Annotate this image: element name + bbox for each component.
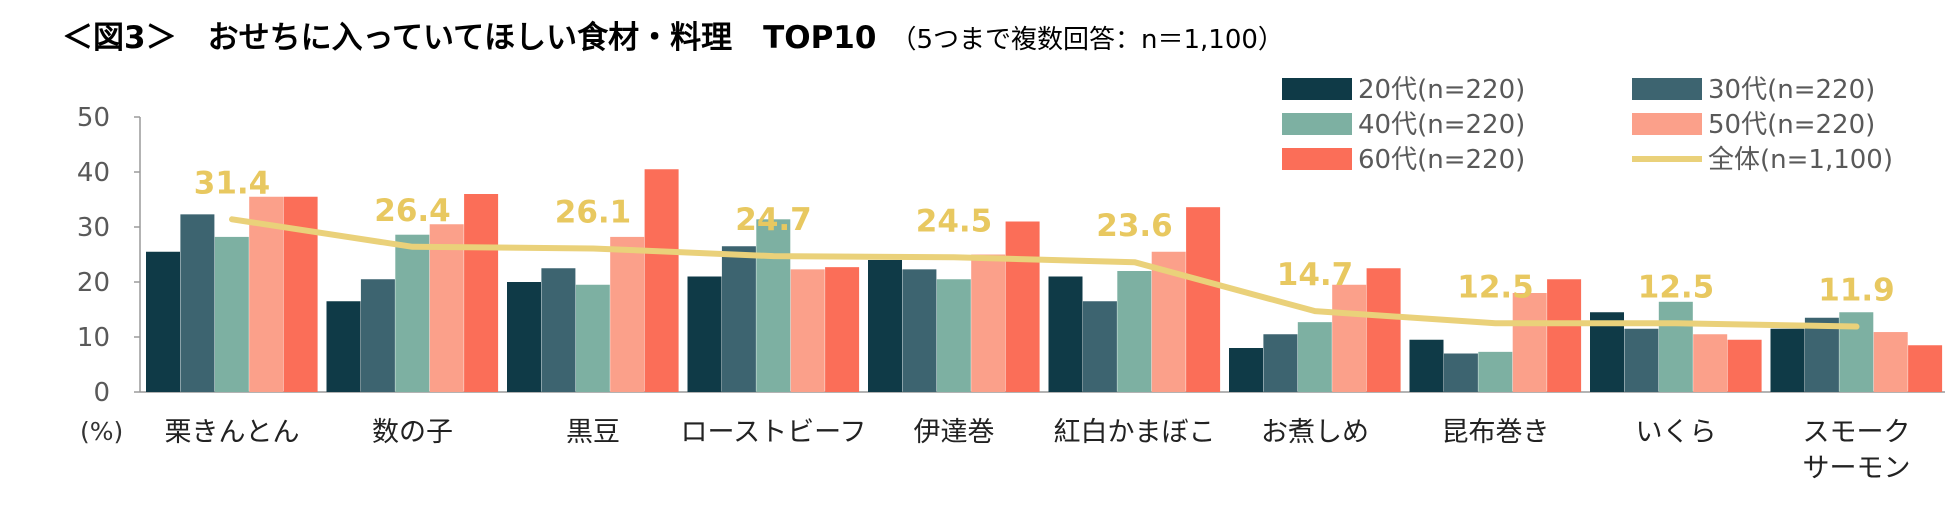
data-label-overall: 24.7 <box>735 202 812 238</box>
bar-50s <box>464 194 499 392</box>
legend-label: 30代(n=220) <box>1708 75 1875 105</box>
bar-40s <box>610 236 645 392</box>
data-label-overall: 26.1 <box>555 194 632 230</box>
bar-50s <box>1727 339 1762 392</box>
data-label-overall: 24.5 <box>916 203 993 239</box>
legend-swatch <box>1632 113 1702 135</box>
y-tick-label: 40 <box>77 158 110 188</box>
bar-20s <box>1263 334 1298 392</box>
category-label: 昆布巻き <box>1442 417 1550 448</box>
legend-swatch <box>1282 78 1352 100</box>
bar-50s <box>1186 207 1221 392</box>
data-label-overall: 23.6 <box>1096 208 1173 244</box>
legend-label: 40代(n=220) <box>1358 110 1525 140</box>
bar-20s <box>1082 301 1117 392</box>
bar-30s <box>575 284 610 392</box>
bar-40s <box>1332 284 1367 392</box>
bar-30s <box>756 219 791 392</box>
category-label: 黒豆 <box>566 417 620 448</box>
bar-10s <box>1048 276 1083 392</box>
legend-swatch <box>1282 113 1352 135</box>
chart-title-main: ＜図3＞ おせちに入っていてほしい食材・料理 TOP10 <box>62 20 877 56</box>
bar-10s <box>1409 339 1444 392</box>
data-label-overall: 12.5 <box>1638 269 1715 305</box>
legend-label: 全体(n=1,100) <box>1708 145 1893 175</box>
data-label-overall: 12.5 <box>1457 269 1534 305</box>
bar-40s <box>1512 293 1547 392</box>
bar-10s <box>326 301 361 392</box>
data-label-overall: 11.9 <box>1818 273 1895 309</box>
bar-30s <box>1478 351 1513 392</box>
bar-10s <box>1770 328 1805 392</box>
bar-20s <box>541 268 576 392</box>
bar-50s <box>825 267 860 392</box>
bar-50s <box>1547 279 1582 392</box>
category-label: 数の子 <box>372 417 453 448</box>
bar-10s <box>1229 348 1263 392</box>
y-axis-unit-label: (%) <box>80 417 123 446</box>
y-tick-label: 20 <box>77 268 110 298</box>
chart-subtitle: （5つまで複数回答：n＝1,100） <box>890 25 1284 55</box>
chart-title: ＜図3＞ おせちに入っていてほしい食材・料理 TOP10 （5つまで複数回答：n＝… <box>62 12 1284 57</box>
bar-10s <box>146 251 180 392</box>
bar-40s <box>971 254 1006 392</box>
bar-20s <box>1804 317 1839 392</box>
category-label: 伊達巻 <box>914 417 995 448</box>
data-label-overall: 26.4 <box>374 193 451 229</box>
bar-10s <box>507 282 541 392</box>
bar-10s <box>687 276 722 392</box>
bar-30s <box>1297 322 1332 392</box>
category-label: ローストビーフ <box>680 417 866 448</box>
bar-10s <box>868 260 902 392</box>
bar-30s <box>214 236 249 392</box>
category-label: お煮しめ <box>1261 417 1369 448</box>
bar-50s <box>1908 345 1943 392</box>
bar-50s <box>644 169 679 392</box>
legend-label: 50代(n=220) <box>1708 110 1875 140</box>
bar-40s <box>249 196 284 392</box>
bar-30s <box>1658 301 1693 392</box>
bar-40s <box>1873 332 1908 392</box>
bar-40s <box>1693 334 1728 392</box>
bar-20s <box>1624 328 1659 392</box>
data-label-overall: 14.7 <box>1277 257 1354 293</box>
y-tick-label: 10 <box>77 323 110 353</box>
y-tick-label: 50 <box>77 103 110 133</box>
bar-30s <box>1117 271 1152 392</box>
legend-swatch <box>1282 148 1352 170</box>
category-label: いくら <box>1636 417 1717 448</box>
bar-50s <box>1366 268 1401 392</box>
bar-20s <box>180 214 215 392</box>
bar-30s <box>936 279 971 392</box>
bar-20s <box>360 279 395 392</box>
line-overall <box>229 216 1860 330</box>
category-label: 紅白かまぼこ <box>1054 417 1216 448</box>
bar-40s <box>790 269 825 392</box>
bar-20s <box>902 269 937 392</box>
category-label: 栗きんとん <box>165 417 300 448</box>
legend-label: 20代(n=220) <box>1358 75 1525 105</box>
bar-30s <box>395 234 430 392</box>
bar-50s <box>1005 221 1040 392</box>
category-label: スモークサーモン <box>1803 417 1911 484</box>
bar-20s <box>1443 353 1478 392</box>
y-tick-label: 0 <box>93 378 110 408</box>
bar-40s <box>429 224 464 392</box>
legend-swatch <box>1632 78 1702 100</box>
data-label-overall: 31.4 <box>194 165 271 201</box>
bar-20s <box>721 246 756 392</box>
y-tick-label: 30 <box>77 213 110 243</box>
legend-label: 60代(n=220) <box>1358 145 1525 175</box>
